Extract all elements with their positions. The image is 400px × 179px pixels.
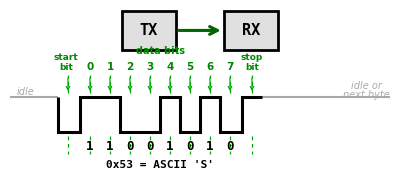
Text: RX: RX — [242, 23, 260, 38]
Text: 6: 6 — [206, 62, 214, 72]
Text: 1: 1 — [106, 62, 114, 72]
Text: 7: 7 — [226, 62, 234, 72]
Text: 0x53 = ASCII 'S': 0x53 = ASCII 'S' — [106, 160, 214, 170]
Text: 0: 0 — [146, 140, 154, 153]
Text: 1: 1 — [106, 140, 114, 153]
Text: TX: TX — [140, 23, 158, 38]
Text: idle or: idle or — [350, 81, 382, 91]
Text: 1: 1 — [166, 140, 174, 153]
Text: stop
bit: stop bit — [241, 53, 263, 72]
Text: 1: 1 — [86, 140, 94, 153]
Text: 1: 1 — [206, 140, 214, 153]
Text: 0: 0 — [226, 140, 234, 153]
Text: 5: 5 — [186, 62, 194, 72]
Text: 4: 4 — [166, 62, 174, 72]
Text: start
bit: start bit — [54, 53, 78, 72]
Bar — [224, 11, 278, 50]
Text: data bits: data bits — [136, 46, 184, 56]
Bar — [122, 11, 176, 50]
Text: 3: 3 — [146, 62, 154, 72]
Text: 0: 0 — [186, 140, 194, 153]
Text: idle: idle — [17, 87, 35, 97]
Text: 2: 2 — [126, 62, 134, 72]
Text: next byte: next byte — [343, 90, 389, 100]
Text: 0: 0 — [126, 140, 134, 153]
Text: 0: 0 — [86, 62, 94, 72]
